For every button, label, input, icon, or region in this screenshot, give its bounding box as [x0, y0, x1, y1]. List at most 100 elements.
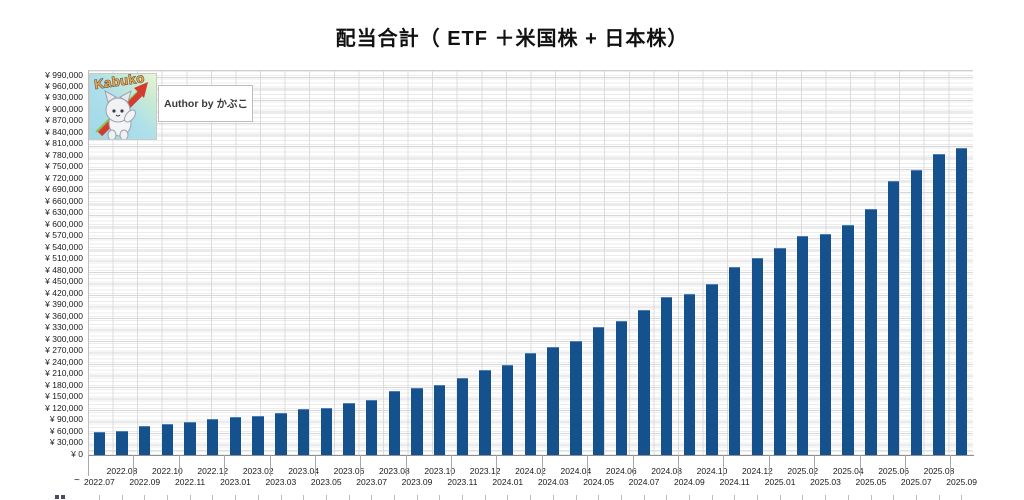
x-axis-line — [88, 455, 974, 456]
x-axis-label: 2022.10 — [152, 466, 183, 476]
x-axis-tick — [768, 455, 770, 476]
bar-2025.01[interactable] — [774, 247, 786, 456]
x-axis-tick — [405, 455, 407, 476]
x-axis-label: 2024.12 — [742, 466, 773, 476]
x-axis-label: 2023.08 — [378, 466, 410, 476]
bar-2023.09[interactable] — [411, 387, 423, 456]
x-axis-label: 2023.12 — [469, 466, 501, 476]
x-axis-label: 2024.08 — [651, 466, 683, 476]
bar-2024.08[interactable] — [660, 297, 673, 456]
bar-2022.09[interactable] — [139, 426, 151, 456]
bar-2023.01[interactable] — [229, 416, 242, 456]
x-axis-label: 2023.11 — [447, 477, 478, 487]
bar-2025.04[interactable] — [842, 224, 854, 456]
x-axis-label: 2022.08 — [106, 466, 138, 476]
bar-2023.06[interactable] — [343, 403, 355, 456]
bar-2023.04[interactable] — [297, 409, 310, 456]
cutoff-row-tick — [847, 495, 849, 500]
x-axis-label: 2024.06 — [605, 466, 637, 476]
bar-2024.09[interactable] — [683, 293, 696, 456]
y-axis-label: ¥ 30,000 — [49, 437, 83, 447]
bar-2023.10[interactable] — [434, 384, 446, 456]
cutoff-row-tick — [212, 495, 214, 500]
y-axis-label: ¥ 750,000 — [45, 161, 83, 172]
cutoff-row-tick — [711, 495, 713, 500]
x-axis-label: 2022.09 — [129, 477, 161, 487]
cutoff-row-tick — [484, 495, 486, 500]
bar-2024.06[interactable] — [615, 320, 627, 456]
cutoff-row-tick — [598, 495, 600, 500]
x-axis-label: 2023.06 — [333, 466, 365, 476]
bar-2024.01[interactable] — [502, 365, 514, 456]
y-axis-label: ¥ 450,000 — [45, 276, 83, 287]
x-axis-label: 2025.03 — [810, 477, 841, 487]
bar-2024.07[interactable] — [638, 310, 650, 456]
x-axis-label: 2023.01 — [220, 477, 251, 487]
bar-2023.05[interactable] — [320, 407, 332, 456]
x-axis-label: 2024.02 — [515, 466, 546, 476]
cutoff-row-tick — [757, 495, 759, 500]
author-box: Author by かぶこ — [158, 85, 253, 122]
x-axis-label: 2024.09 — [673, 477, 705, 487]
y-axis-label: ¥ 210,000 — [45, 368, 83, 379]
bar-2025.07[interactable] — [910, 169, 922, 456]
bar-2025.09[interactable] — [955, 148, 968, 456]
x-axis-label: 2024.04 — [560, 466, 592, 476]
cutoff-row-tick — [915, 495, 917, 500]
bar-2023.12[interactable] — [479, 370, 491, 456]
bar-2023.03[interactable] — [275, 412, 287, 456]
x-axis-label: 2025.08 — [923, 466, 955, 476]
cutoff-row-tick — [802, 495, 804, 500]
plot-area[interactable] — [88, 70, 973, 456]
bar-2023.07[interactable] — [365, 400, 378, 456]
bar-2024.03[interactable] — [547, 347, 559, 456]
bar-2025.02[interactable] — [797, 236, 809, 456]
x-axis-tick — [904, 455, 906, 476]
bar-2023.11[interactable] — [456, 378, 469, 456]
y-axis-label: ¥ 840,000 — [45, 126, 83, 137]
y-axis-label: ¥ 120,000 — [45, 402, 83, 413]
x-axis-tick — [224, 455, 226, 476]
y-axis-label: ¥ 780,000 — [45, 149, 83, 160]
cutoff-row-tick — [552, 495, 554, 500]
bar-2022.11[interactable] — [184, 422, 196, 456]
cutoff-row-tick — [870, 495, 872, 500]
bar-2022.12[interactable] — [207, 419, 219, 456]
x-axis-label: 2022.07 — [83, 477, 115, 487]
bar-2024.04[interactable] — [570, 341, 582, 456]
cutoff-row-tick — [643, 495, 645, 500]
bar-2023.02[interactable] — [252, 416, 264, 456]
bar-2025.03[interactable] — [819, 233, 832, 456]
y-axis-label: ¥ 480,000 — [45, 264, 83, 275]
bar-2023.08[interactable] — [388, 391, 401, 456]
cutoff-row-tick — [189, 495, 191, 500]
bar-2022.10[interactable] — [161, 424, 174, 456]
x-axis-tick — [632, 455, 634, 476]
bar-2025.08[interactable] — [933, 154, 945, 456]
bar-2024.12[interactable] — [751, 257, 764, 456]
x-axis-tick — [814, 455, 816, 476]
bar-2024.11[interactable] — [729, 266, 741, 456]
y-axis-label: ¥ 930,000 — [45, 92, 83, 103]
bar-2022.07[interactable] — [93, 432, 106, 456]
cutoff-row-tick — [620, 495, 622, 500]
cutoff-row-tick — [303, 495, 305, 500]
x-axis-label: 2023.07 — [356, 477, 388, 487]
bar-2025.06[interactable] — [887, 181, 900, 456]
cutoff-row-mark — [61, 495, 65, 499]
bar-2022.08[interactable] — [116, 431, 128, 456]
bar-2025.05[interactable] — [865, 209, 877, 456]
x-axis-tick — [678, 455, 679, 476]
x-axis-tick — [723, 455, 725, 476]
bar-2024.05[interactable] — [592, 326, 605, 456]
x-axis-label: 2024.01 — [492, 477, 524, 487]
bar-2024.10[interactable] — [706, 284, 718, 456]
y-axis-label: ¥ 510,000 — [45, 253, 83, 264]
y-axis-label: ¥ 240,000 — [45, 356, 83, 367]
bar-2024.02[interactable] — [524, 352, 537, 456]
cutoff-row-tick — [394, 495, 395, 500]
cutoff-row-tick — [325, 495, 327, 500]
y-axis-label: ¥ 540,000 — [45, 241, 83, 252]
x-axis-label: 2024.07 — [628, 477, 660, 487]
